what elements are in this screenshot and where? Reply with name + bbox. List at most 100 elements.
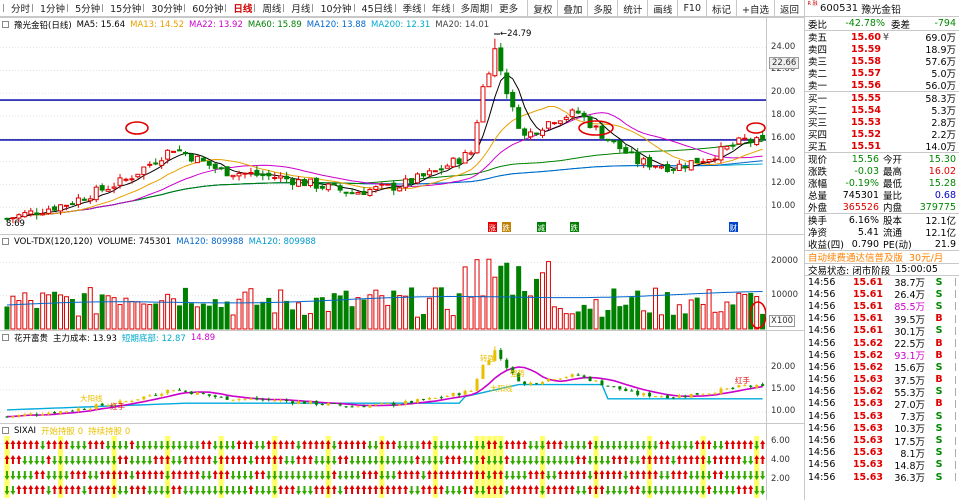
trade-row[interactable]: 14:56 15.61 38.7万 S <box>805 276 959 289</box>
volume-bar <box>177 305 183 330</box>
up-arrow-icon <box>4 455 10 464</box>
tab-label[interactable]: 1分钟 <box>40 4 66 15</box>
ad-text[interactable]: 自动续费通达信普及版 <box>808 253 904 264</box>
tab-label[interactable]: 年线 <box>431 4 451 15</box>
ad-price[interactable]: 30元/月 <box>909 253 944 264</box>
tab-label[interactable]: 15分钟 <box>110 4 142 15</box>
trade-row[interactable]: 14:56 15.62 55.3万 S <box>805 386 959 399</box>
trade-row[interactable]: 14:56 15.62 15.6万 S <box>805 361 959 374</box>
toolbar-button-4[interactable]: 画线 <box>647 0 677 17</box>
ask-price[interactable]: 15.56 <box>850 79 881 91</box>
tab-label[interactable]: 周线 <box>262 4 282 15</box>
tab-label[interactable]: 季线 <box>402 4 422 15</box>
trade-row[interactable]: 14:56 15.63 17.5万 S <box>805 434 959 448</box>
tab-period-3[interactable]: 15分钟 <box>101 1 142 16</box>
tab-period-8[interactable]: 月线 <box>282 1 311 16</box>
tab-period-10[interactable]: 45日线 <box>353 1 394 16</box>
toolbar-button-1[interactable]: 叠加 <box>557 0 587 17</box>
bid-price[interactable]: 15.54 <box>850 104 881 116</box>
toolbar-button-0[interactable]: 复权 <box>527 0 557 17</box>
toolbar-button-6[interactable]: 标记 <box>706 0 736 17</box>
toolbar-button-3[interactable]: 统计 <box>617 0 647 17</box>
tab-period-1[interactable]: 1分钟 <box>31 1 66 16</box>
tab-period-13[interactable]: 多周期 <box>452 1 491 16</box>
tab-label[interactable]: 10分钟 <box>320 4 352 15</box>
bid-volume: 58.3万 <box>925 94 956 105</box>
tab-period-9[interactable]: 10分钟 <box>311 1 352 16</box>
trade-row[interactable]: 14:56 15.63 8.1万 S <box>805 447 959 460</box>
trade-row[interactable]: 14:56 15.61 85.5万 S <box>805 300 959 313</box>
trade-row[interactable]: 14:56 15.63 37.5万 B <box>805 374 959 387</box>
bid-price[interactable]: 15.53 <box>850 116 881 128</box>
kline-chart[interactable]: ←24.798.69 涨跌减跌财 <box>0 18 766 235</box>
trade-row[interactable]: 14:56 15.62 93.1万 B <box>805 349 959 362</box>
kline-panel[interactable]: ←24.79 8.69 涨跌减跌财 豫光金铅(日线) MA5: 15.64 MA13… <box>0 17 804 234</box>
toolbar-button-5[interactable]: F10 <box>677 0 706 17</box>
tab-period-5[interactable]: 60分钟 <box>183 1 224 16</box>
toolbar-button-8[interactable]: 返回 <box>773 0 804 17</box>
sixai-chart[interactable] <box>0 424 766 500</box>
trade-row[interactable]: 14:56 15.61 39.5万 B <box>805 313 959 326</box>
trade-row[interactable]: 14:56 15.63 27.0万 B <box>805 398 959 411</box>
tab-period-0[interactable]: 分时 <box>2 1 31 16</box>
tab-label[interactable]: 更多 <box>499 4 519 15</box>
bid-price[interactable]: 15.52 <box>850 128 881 140</box>
trade-row[interactable]: 14:56 15.63 14.8万 S <box>805 459 959 472</box>
trade-price: 15.62 <box>852 386 883 398</box>
candle-body <box>510 91 516 108</box>
volume-panel[interactable]: VOL-TDX(120,120) VOLUME: 745301 MA120: 8… <box>0 234 804 330</box>
tab-period-7[interactable]: 周线 <box>253 1 282 16</box>
tab-label[interactable]: 45日线 <box>361 4 393 15</box>
panel-toggle-icon[interactable] <box>2 427 9 434</box>
tab-label[interactable]: 多周期 <box>460 4 490 15</box>
stock-name: 豫光金铅 <box>861 4 902 16</box>
candle-body <box>391 182 397 191</box>
tab-label[interactable]: 日线 <box>233 4 253 15</box>
bid-price[interactable]: 15.55 <box>850 92 881 104</box>
tab-period-11[interactable]: 季线 <box>394 1 423 16</box>
bid-price[interactable]: 15.51 <box>850 140 881 152</box>
tick-trades-list[interactable]: 14:56 15.61 38.7万 S 14:56 15.61 26.4万 S 14:56 15.… <box>805 276 959 484</box>
tab-label[interactable]: 分时 <box>11 4 31 15</box>
trade-row[interactable]: 14:56 15.62 22.5万 B <box>805 337 959 350</box>
tab-label[interactable]: 30分钟 <box>151 4 183 15</box>
up-arrow-icon <box>337 440 343 449</box>
trade-row[interactable]: 14:56 15.61 26.4万 S <box>805 288 959 301</box>
tab-period-12[interactable]: 年线 <box>423 1 452 16</box>
cost-panel[interactable]: 红手 大阳线 转强 强势 大阳线 红手 花开富贵 主力成本: 13.93 短期底部: 12… <box>0 330 804 423</box>
trade-tick-marker <box>955 399 959 408</box>
sixai-panel[interactable]: SIXAI 开始持股 0 持续持股 0 6.00 4.00 2.00 <box>0 423 804 500</box>
ask-price[interactable]: 15.59 <box>850 43 881 55</box>
volume-bar <box>117 304 123 330</box>
tab-label[interactable]: 月线 <box>291 4 311 15</box>
up-arrow-icon <box>40 470 46 479</box>
tab-period-14[interactable]: 更多 <box>490 1 519 16</box>
tab-period-2[interactable]: 5分钟 <box>66 1 101 16</box>
trade-row[interactable]: 14:56 15.61 30.1万 S <box>805 325 959 338</box>
ask-price[interactable]: 15.58 <box>850 55 881 67</box>
ask-price[interactable]: 15.60 <box>850 31 881 43</box>
panel-toggle-icon[interactable] <box>2 334 9 341</box>
subscription-ad[interactable]: 自动续费通达信普及版 30元/月 <box>805 250 959 264</box>
panel-toggle-icon[interactable] <box>2 238 9 245</box>
tab-label[interactable]: 60分钟 <box>192 4 224 15</box>
ask-price[interactable]: 15.57 <box>850 67 881 79</box>
toolbar-button-7[interactable]: +自选 <box>736 0 774 17</box>
tab-period-4[interactable]: 30分钟 <box>142 1 183 16</box>
cost-candle-body <box>624 388 628 392</box>
tab-period-6[interactable]: 日线 <box>224 1 253 16</box>
tab-label[interactable]: 5分钟 <box>75 4 101 15</box>
ma200-label: MA200: 12.31 <box>371 19 431 30</box>
fund-row: 收益(四) 0.790 PE(动) 21.9 <box>805 238 959 252</box>
toolbar-button-2[interactable]: 多股 <box>587 0 617 17</box>
down-arrow-icon <box>468 456 474 465</box>
volume-bar <box>551 306 557 330</box>
trade-row[interactable]: 14:56 15.63 7.3万 S <box>805 410 959 423</box>
volume-chart[interactable] <box>0 235 767 331</box>
panel-toggle-icon[interactable] <box>2 21 9 28</box>
trade-price: 15.63 <box>852 398 883 410</box>
trade-row[interactable]: 14:56 15.63 10.3万 S <box>805 422 959 435</box>
trade-row[interactable]: 14:56 15.63 36.3万 S <box>805 471 959 484</box>
down-arrow-icon <box>99 456 105 465</box>
